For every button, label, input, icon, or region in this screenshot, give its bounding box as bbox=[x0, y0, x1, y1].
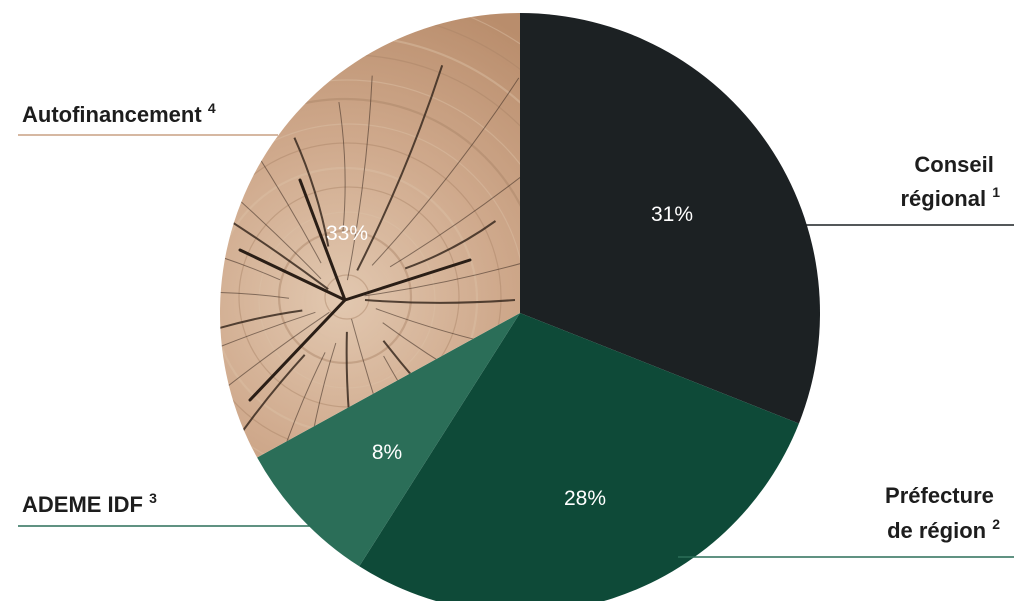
slice-autofinancement bbox=[219, 13, 521, 458]
slice-conseil-regional bbox=[520, 13, 820, 424]
value-label-autofinancement: 33% bbox=[326, 222, 368, 245]
value-label-ademe-idf: 8% bbox=[372, 441, 402, 464]
slice-ademe-idf bbox=[257, 313, 520, 567]
slice-prefecture-de-region bbox=[359, 313, 799, 601]
leader-lines bbox=[18, 134, 1014, 558]
label-prefecture-de-region: Préfecture de région 2 bbox=[885, 483, 1000, 543]
value-label-prefecture-de-region: 28% bbox=[564, 487, 606, 510]
label-autofinancement: Autofinancement 4 bbox=[22, 100, 216, 127]
label-ademe-idf: ADEME IDF 3 bbox=[22, 490, 157, 517]
pie-slices bbox=[219, 13, 820, 601]
label-conseil-regional: Conseil régional 1 bbox=[901, 152, 1001, 211]
value-label-conseil-regional: 31% bbox=[651, 203, 693, 226]
